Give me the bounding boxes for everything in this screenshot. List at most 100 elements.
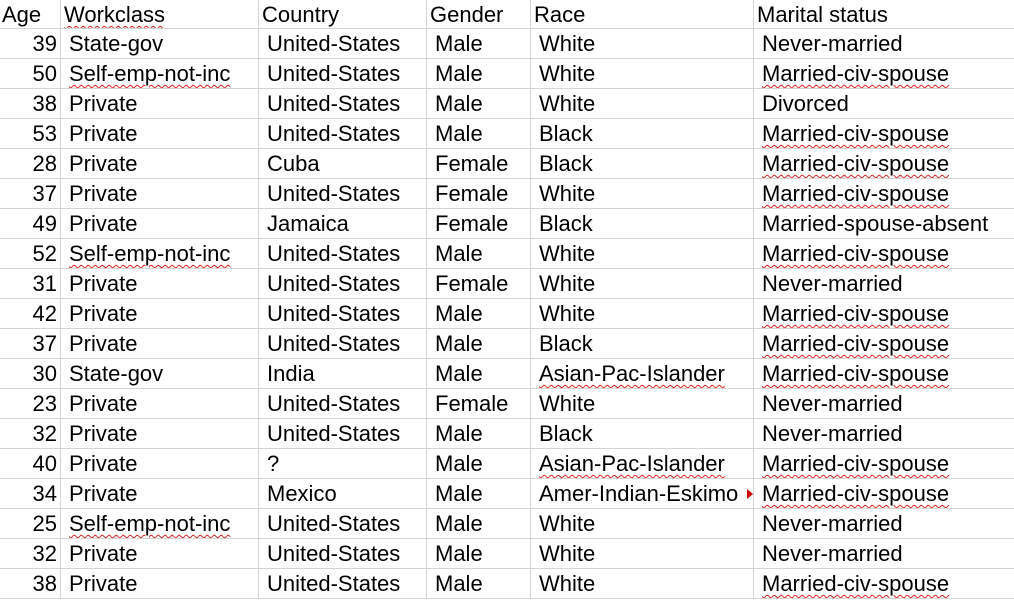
header-country[interactable]: Country xyxy=(259,0,427,28)
cell-country[interactable]: Jamaica xyxy=(259,209,427,238)
cell-race[interactable]: White xyxy=(531,89,754,118)
cell-race[interactable]: Black xyxy=(531,119,754,148)
cell-marital-status[interactable]: Married-spouse-absent xyxy=(754,209,1014,238)
cell-gender[interactable]: Male xyxy=(427,479,531,508)
header-marital-status[interactable]: Marital status xyxy=(757,2,888,27)
cell-workclass[interactable]: Self-emp-not-inc xyxy=(61,59,259,88)
cell-race[interactable]: Black xyxy=(531,149,754,178)
cell-age[interactable]: 23 xyxy=(0,389,61,418)
cell-marital-status[interactable]: Married-civ-spouse xyxy=(754,299,1014,328)
header-workclass[interactable]: Workclass xyxy=(61,0,259,28)
cell-race[interactable]: White xyxy=(531,569,754,598)
cell-workclass[interactable]: Self-emp-not-inc xyxy=(61,239,259,268)
cell-age[interactable]: 50 xyxy=(0,59,61,88)
cell-gender[interactable]: Male xyxy=(427,449,531,478)
cell-age[interactable]: 32 xyxy=(0,419,61,448)
cell-age[interactable]: 52 xyxy=(0,239,61,268)
cell-age[interactable]: 37 xyxy=(0,329,61,358)
cell-workclass[interactable]: Private xyxy=(61,329,259,358)
cell-age[interactable]: 38 xyxy=(0,569,61,598)
cell-gender[interactable]: Male xyxy=(427,89,531,118)
cell-gender[interactable]: Male xyxy=(427,359,531,388)
cell-workclass[interactable]: Private xyxy=(61,179,259,208)
cell-workclass[interactable]: Private xyxy=(61,299,259,328)
cell-workclass[interactable]: Private xyxy=(61,539,259,568)
cell-race[interactable]: White xyxy=(531,509,754,538)
cell-marital-status[interactable]: Married-civ-spouse xyxy=(754,479,1014,508)
cell-country[interactable]: India xyxy=(259,359,427,388)
cell-marital-status[interactable]: Married-civ-spouse xyxy=(754,119,1014,148)
cell-gender[interactable]: Male xyxy=(427,239,531,268)
cell-country[interactable]: United-States xyxy=(259,29,427,58)
cell-workclass[interactable]: State-gov xyxy=(61,359,259,388)
cell-workclass[interactable]: Private xyxy=(61,119,259,148)
cell-marital-status[interactable]: Married-civ-spouse xyxy=(754,359,1014,388)
cell-marital-status[interactable]: Married-civ-spouse xyxy=(754,449,1014,478)
cell-country[interactable]: United-States xyxy=(259,419,427,448)
cell-age[interactable]: 34 xyxy=(0,479,61,508)
cell-gender[interactable]: Female xyxy=(427,209,531,238)
cell-marital-status[interactable]: Married-civ-spouse xyxy=(754,179,1014,208)
cell-race[interactable]: White xyxy=(531,539,754,568)
cell-workclass[interactable]: Private xyxy=(61,449,259,478)
cell-country[interactable]: United-States xyxy=(259,119,427,148)
cell-workclass[interactable]: State-gov xyxy=(61,29,259,58)
cell-workclass[interactable]: Private xyxy=(61,389,259,418)
cell-gender[interactable]: Female xyxy=(427,179,531,208)
cell-age[interactable]: 30 xyxy=(0,359,61,388)
cell-country[interactable]: United-States xyxy=(259,329,427,358)
cell-workclass[interactable]: Self-emp-not-inc xyxy=(61,509,259,538)
cell-workclass[interactable]: Private xyxy=(61,209,259,238)
cell-country[interactable]: United-States xyxy=(259,299,427,328)
cell-gender[interactable]: Male xyxy=(427,539,531,568)
cell-age[interactable]: 49 xyxy=(0,209,61,238)
cell-country[interactable]: United-States xyxy=(259,59,427,88)
cell-race[interactable]: White xyxy=(531,389,754,418)
cell-workclass[interactable]: Private xyxy=(61,269,259,298)
cell-country[interactable]: Mexico xyxy=(259,479,427,508)
cell-age[interactable]: 38 xyxy=(0,89,61,118)
cell-marital-status[interactable]: Never-married xyxy=(754,269,1014,298)
cell-race[interactable]: White xyxy=(531,269,754,298)
cell-age[interactable]: 32 xyxy=(0,539,61,568)
cell-marital-status[interactable]: Married-civ-spouse xyxy=(754,239,1014,268)
cell-age[interactable]: 40 xyxy=(0,449,61,478)
cell-gender[interactable]: Male xyxy=(427,419,531,448)
cell-country[interactable]: ? xyxy=(259,449,427,478)
cell-age[interactable]: 37 xyxy=(0,179,61,208)
cell-marital-status[interactable]: Never-married xyxy=(754,419,1014,448)
cell-race[interactable]: Asian-Pac-Islander xyxy=(531,449,754,478)
cell-country[interactable]: United-States xyxy=(259,89,427,118)
cell-marital-status[interactable]: Married-civ-spouse xyxy=(754,149,1014,178)
cell-race[interactable]: White xyxy=(531,299,754,328)
cell-country[interactable]: United-States xyxy=(259,569,427,598)
cell-gender[interactable]: Male xyxy=(427,29,531,58)
cell-country[interactable]: United-States xyxy=(259,269,427,298)
cell-age[interactable]: 28 xyxy=(0,149,61,178)
cell-marital-status[interactable]: Married-civ-spouse xyxy=(754,329,1014,358)
cell-age[interactable]: 39 xyxy=(0,29,61,58)
cell-gender[interactable]: Male xyxy=(427,509,531,538)
cell-marital-status[interactable]: Never-married xyxy=(754,509,1014,538)
cell-race[interactable]: Black xyxy=(531,329,754,358)
cell-race[interactable]: White xyxy=(531,59,754,88)
cell-gender[interactable]: Female xyxy=(427,149,531,178)
cell-gender[interactable]: Male xyxy=(427,119,531,148)
cell-marital-status[interactable]: Married-civ-spouse xyxy=(754,59,1014,88)
cell-marital-status[interactable]: Married-civ-spouse xyxy=(754,569,1014,598)
cell-marital-status[interactable]: Never-married xyxy=(754,29,1014,58)
cell-race[interactable]: White xyxy=(531,239,754,268)
cell-gender[interactable]: Female xyxy=(427,389,531,418)
cell-age[interactable]: 42 xyxy=(0,299,61,328)
cell-gender[interactable]: Female xyxy=(427,269,531,298)
cell-gender[interactable]: Male xyxy=(427,299,531,328)
cell-workclass[interactable]: Private xyxy=(61,479,259,508)
cell-workclass[interactable]: Private xyxy=(61,419,259,448)
cell-race[interactable]: Amer-Indian-Eskimo xyxy=(531,479,754,508)
cell-workclass[interactable]: Private xyxy=(61,89,259,118)
cell-race[interactable]: Black xyxy=(531,209,754,238)
cell-marital-status[interactable]: Never-married xyxy=(754,389,1014,418)
cell-country[interactable]: United-States xyxy=(259,539,427,568)
cell-gender[interactable]: Male xyxy=(427,569,531,598)
cell-age[interactable]: 25 xyxy=(0,509,61,538)
